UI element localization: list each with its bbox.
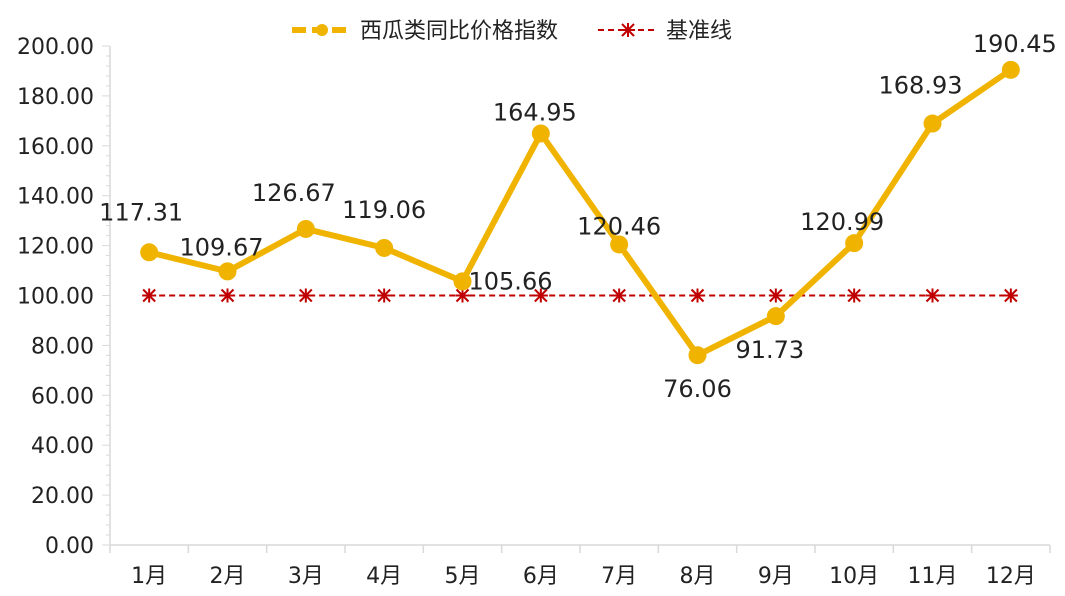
x-tick-label: 10月 (829, 564, 879, 589)
x-tick-label: 2月 (210, 564, 246, 589)
data-label: 120.46 (577, 212, 661, 240)
x-tick-label: 4月 (366, 564, 402, 589)
legend-marker-price-index (316, 24, 328, 36)
baseline-marker (142, 288, 157, 303)
data-label: 91.73 (735, 336, 804, 364)
baseline-marker (768, 288, 783, 303)
legend-label-baseline: 基准线 (666, 19, 732, 44)
price-index-point (375, 238, 394, 257)
price-index-point (1001, 60, 1020, 79)
price-index-point (296, 219, 315, 238)
price-index-point (923, 114, 942, 133)
y-tick-label: 160.00 (17, 135, 94, 160)
x-tick-label: 9月 (758, 564, 794, 589)
data-label: 105.66 (469, 267, 553, 295)
price-index-point (766, 307, 785, 326)
baseline-marker (377, 288, 392, 303)
y-tick-label: 120.00 (17, 235, 94, 260)
data-label: 109.67 (180, 233, 264, 261)
legend-marker-baseline (621, 23, 635, 37)
price-index-series (140, 60, 1020, 365)
axes: 0.00 20.00 40.00 60.00 80.00 100.00 120.00 140.… (17, 35, 1051, 589)
y-tick-label: 40.00 (31, 434, 94, 459)
y-tick-label: 140.00 (17, 185, 94, 210)
baseline-marker (847, 288, 862, 303)
x-tick-label: 7月 (601, 564, 637, 589)
x-tick-label: 1月 (131, 564, 167, 589)
legend: 西瓜类同比价格指数 基准线 (292, 19, 732, 44)
y-tick-label: 100.00 (17, 285, 94, 310)
baseline-marker (690, 288, 705, 303)
data-label: 168.93 (879, 72, 963, 100)
y-tick-label: 20.00 (31, 484, 94, 509)
x-tick-label: 11月 (908, 564, 958, 589)
data-label: 126.67 (252, 179, 336, 207)
y-tick-label: 0.00 (45, 534, 94, 559)
baseline-series (142, 288, 1018, 303)
y-tick-label: 60.00 (31, 384, 94, 409)
baseline-marker (298, 288, 313, 303)
y-tick-label: 200.00 (17, 35, 94, 60)
baseline-marker (220, 288, 235, 303)
baseline-marker (1003, 288, 1018, 303)
data-label: 76.06 (663, 375, 732, 403)
price-index-point (688, 346, 707, 365)
baseline-marker (533, 288, 548, 303)
x-tick-label: 3月 (288, 564, 324, 589)
data-label: 120.99 (800, 208, 884, 236)
price-index-line (148, 67, 1013, 359)
legend-label-price-index: 西瓜类同比价格指数 (360, 19, 558, 44)
price-index-point (218, 262, 237, 281)
baseline-marker (455, 288, 470, 303)
x-tick-label: 8月 (680, 564, 716, 589)
y-tick-label: 180.00 (17, 85, 94, 110)
price-index-point (610, 235, 629, 254)
baseline-marker (925, 288, 940, 303)
baseline-marker (612, 288, 627, 303)
x-tick-label: 12月 (986, 564, 1036, 589)
x-tick-label: 6月 (523, 564, 559, 589)
data-label: 164.95 (493, 98, 577, 126)
price-index-point (140, 243, 159, 262)
data-label: 119.06 (342, 196, 426, 224)
data-label: 117.31 (99, 198, 183, 226)
data-label: 190.45 (973, 30, 1057, 58)
y-tick-label: 80.00 (31, 334, 94, 359)
price-index-point (845, 234, 864, 253)
x-tick-label: 5月 (445, 564, 481, 589)
price-index-point (531, 124, 550, 143)
price-index-point (453, 272, 472, 291)
